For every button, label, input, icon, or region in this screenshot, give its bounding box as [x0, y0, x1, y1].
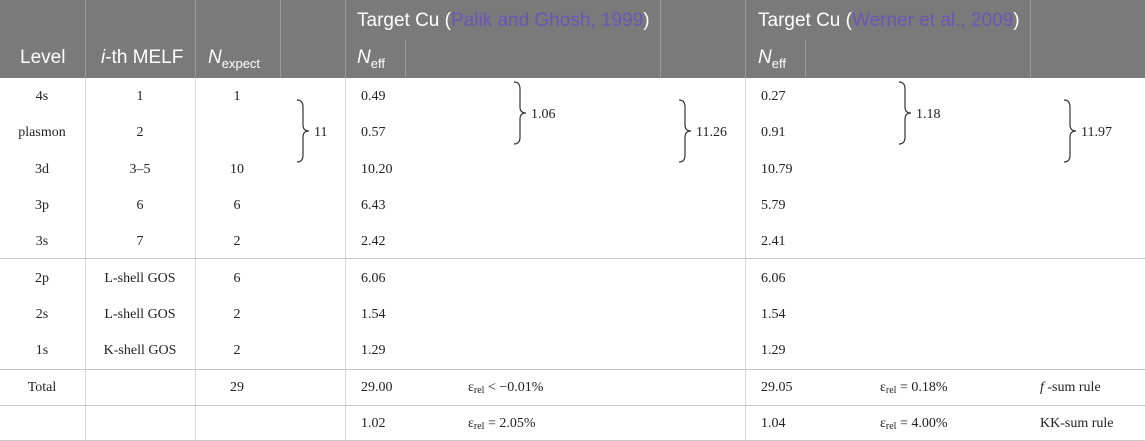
- brace-werner-pair: [898, 81, 912, 145]
- cell-melf: 6: [136, 198, 144, 213]
- cell-neff-palik: 1.29: [361, 343, 386, 358]
- header-divider: [405, 40, 406, 78]
- cell-level: 2s: [35, 307, 49, 322]
- cell-neff-palik: 2.42: [361, 234, 386, 249]
- cell-nexpect: 2: [233, 307, 241, 322]
- total-werner-error: εrel = 0.18%: [880, 380, 948, 396]
- header-target-palik: Target Cu (Palik and Ghosh, 1999): [357, 10, 650, 31]
- brace-werner-pair-total: 1.18: [916, 107, 941, 122]
- brace-werner-group-total: 11.97: [1081, 125, 1112, 140]
- brace-palik-group-total: 11.26: [696, 125, 727, 140]
- row-divider: [0, 258, 1145, 259]
- cell-nexpect: 2: [233, 234, 241, 249]
- kk-palik: 1.02: [361, 416, 386, 431]
- cell-nexpect: 6: [233, 198, 241, 213]
- row-divider: [0, 369, 1145, 370]
- cell-neff-werner: 0.91: [761, 125, 786, 140]
- cell-neff-palik: 1.54: [361, 307, 386, 322]
- cell-level: 3s: [35, 234, 49, 249]
- header-n-expect: Nexpect: [208, 47, 261, 71]
- column-divider: [85, 78, 86, 441]
- total-palik: 29.00: [361, 380, 393, 395]
- cell-level: 4s: [35, 89, 49, 104]
- cell-level: 3d: [35, 162, 49, 177]
- total-nexpect: 29: [230, 380, 244, 395]
- cell-neff-werner: 0.27: [761, 89, 786, 104]
- header-divider: [85, 0, 86, 78]
- cell-nexpect: 1: [233, 89, 241, 104]
- cell-neff-werner: 2.41: [761, 234, 786, 249]
- cell-nexpect: 10: [230, 162, 244, 177]
- row-divider: [0, 405, 1145, 406]
- total-palik-error: εrel < −0.01%: [468, 380, 544, 396]
- header-divider: [195, 0, 196, 78]
- header-n-eff-palik: Neff: [357, 47, 385, 71]
- kk-sum-rule-label: KK-sum rule: [1040, 416, 1114, 431]
- cell-melf: L-shell GOS: [104, 307, 176, 322]
- brace-palik-pair: [513, 81, 527, 145]
- kk-werner-error: εrel = 4.00%: [880, 416, 948, 432]
- header-divider: [280, 0, 281, 78]
- brace-palik-group: [678, 99, 692, 163]
- cell-neff-werner: 1.54: [761, 307, 786, 322]
- cell-level: plasmon: [18, 125, 66, 140]
- kk-palik-error: εrel = 2.05%: [468, 416, 536, 432]
- cell-melf: 7: [136, 234, 144, 249]
- header-level: Level: [20, 47, 66, 68]
- cell-melf: K-shell GOS: [103, 343, 177, 358]
- total-label: Total: [27, 380, 57, 395]
- cell-neff-werner: 10.79: [761, 162, 793, 177]
- cell-nexpect: 6: [233, 271, 241, 286]
- cell-neff-werner: 1.29: [761, 343, 786, 358]
- cell-melf: 2: [136, 125, 144, 140]
- cell-melf: L-shell GOS: [104, 271, 176, 286]
- cell-level: 1s: [35, 343, 49, 358]
- brace-palik-pair-total: 1.06: [531, 107, 556, 122]
- column-divider: [345, 78, 346, 441]
- cell-melf: 1: [136, 89, 144, 104]
- f-sum-rule-label: f -sum rule: [1040, 380, 1101, 395]
- header-melf: i-th MELF: [101, 47, 184, 68]
- cell-neff-palik: 0.57: [361, 125, 386, 140]
- citation-werner[interactable]: Werner et al., 2009: [851, 10, 1014, 31]
- kk-werner: 1.04: [761, 416, 786, 431]
- cell-neff-werner: 5.79: [761, 198, 786, 213]
- header-n-eff-werner: Neff: [758, 47, 786, 71]
- cell-neff-palik: 6.43: [361, 198, 386, 213]
- brace-werner-group: [1063, 99, 1077, 163]
- citation-palik[interactable]: Palik and Ghosh, 1999: [450, 10, 644, 31]
- cell-melf: 3–5: [129, 162, 151, 177]
- header-target-werner: Target Cu (Werner et al., 2009): [758, 10, 1020, 31]
- header-divider: [1030, 0, 1031, 78]
- cell-neff-palik: 10.20: [361, 162, 393, 177]
- cell-neff-werner: 6.06: [761, 271, 786, 286]
- column-divider: [745, 78, 746, 441]
- cell-level: 3p: [35, 198, 49, 213]
- cell-level: 2p: [35, 271, 49, 286]
- cell-neff-palik: 0.49: [361, 89, 386, 104]
- brace-nexpect-total: 11: [314, 125, 328, 140]
- header-divider: [805, 40, 806, 78]
- cell-neff-palik: 6.06: [361, 271, 386, 286]
- header-divider: [660, 0, 661, 78]
- brace-nexpect: [296, 99, 310, 163]
- column-divider: [195, 78, 196, 441]
- header-divider: [745, 0, 746, 78]
- header-divider: [345, 0, 346, 78]
- table-header: Level i-th MELF Nexpect Target Cu (Palik…: [0, 0, 1145, 78]
- cell-nexpect: 2: [233, 343, 241, 358]
- total-werner: 29.05: [761, 380, 793, 395]
